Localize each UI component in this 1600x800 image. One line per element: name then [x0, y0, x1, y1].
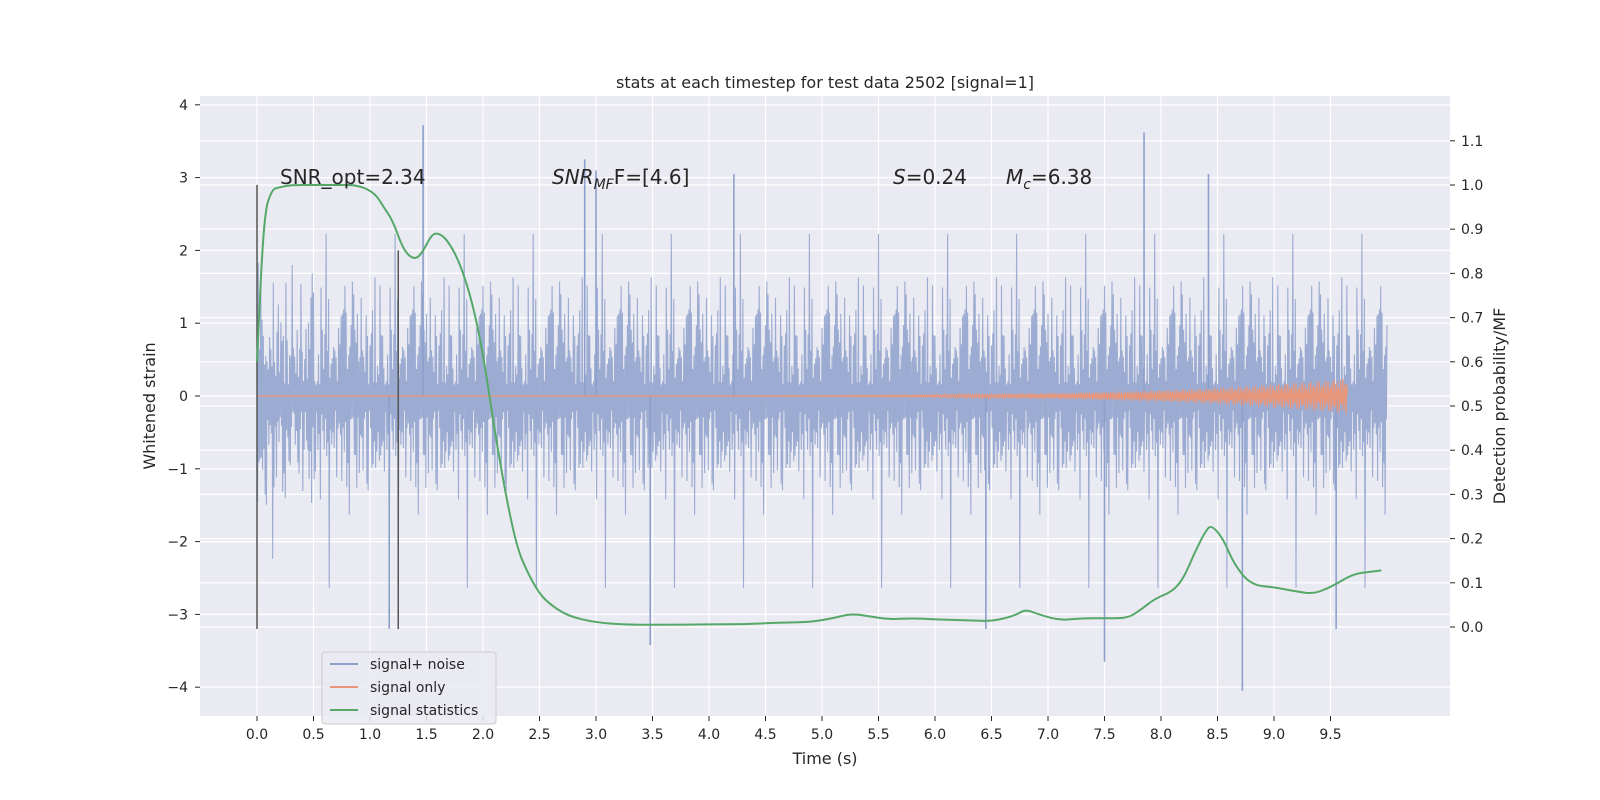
x-tick-label: 2.0 — [472, 727, 494, 743]
annotation-mc-rest: =6.38 — [1031, 165, 1092, 189]
y-right-tick-label: 1.0 — [1461, 178, 1483, 194]
y-left-tick-label: −2 — [167, 535, 188, 551]
x-tick-label: 4.0 — [698, 727, 720, 743]
x-tick-label: 3.5 — [641, 727, 663, 743]
x-tick-label: 3.0 — [585, 727, 607, 743]
x-tick-label: 8.5 — [1206, 727, 1228, 743]
x-tick-label: 5.0 — [811, 727, 833, 743]
x-tick-label: 1.0 — [359, 727, 381, 743]
y-left-tick-label: −3 — [167, 607, 188, 623]
y-right-tick-label: 0.2 — [1461, 532, 1483, 548]
x-tick-label: 6.0 — [924, 727, 946, 743]
vertical-markers — [256, 184, 399, 629]
x-tick-label: 4.5 — [754, 727, 776, 743]
legend-box — [321, 651, 497, 725]
annotation-s: S=0.24 — [893, 165, 967, 189]
y-right-tick-label: 0.1 — [1461, 576, 1483, 592]
y-left-tick-label: 0 — [179, 389, 188, 405]
legend: signal+ noise signal only signal statist… — [321, 651, 497, 725]
y-axis-label-right: Detection probability/MF — [1490, 308, 1509, 505]
x-axis-label: Time (s) — [791, 749, 857, 768]
signal-only-line — [256, 378, 1349, 414]
y-left-tick-label: −1 — [167, 462, 188, 478]
annotation-snr-mf-sub: MF — [594, 177, 615, 193]
x-tick-label: 5.5 — [867, 727, 889, 743]
y-right-tick-label: 0.5 — [1461, 399, 1483, 415]
annotation-mc-italic: M — [1006, 165, 1023, 189]
y-right-tick-label: 0.9 — [1461, 222, 1483, 238]
chart-title: stats at each timestep for test data 250… — [616, 73, 1034, 92]
y-right-tick-label: 0.7 — [1461, 311, 1483, 327]
y-right-tick-label: 0.0 — [1461, 620, 1483, 636]
x-tick-label: 9.0 — [1263, 727, 1285, 743]
y-right-tick-label: 0.6 — [1461, 355, 1483, 371]
signal-only-series — [256, 378, 1349, 414]
x-tick-label: 2.5 — [528, 727, 550, 743]
x-tick-label: 6.5 — [980, 727, 1002, 743]
x-tick-label: 0.5 — [302, 727, 324, 743]
y-right-tick-label: 1.1 — [1461, 134, 1483, 150]
annotation-s-rest: =0.24 — [906, 165, 967, 189]
annotation-snr-mf: SNRMFF=[4.6] — [552, 165, 689, 193]
signal-statistics-line — [256, 184, 1382, 626]
x-tick-label: 7.5 — [1093, 727, 1115, 743]
annotation-mc: Mc=6.38 — [1006, 165, 1092, 193]
annotation-snr-mf-main: SNR — [552, 165, 594, 189]
y-left-tick-label: 1 — [179, 316, 188, 332]
legend-label-signal-noise: signal+ noise — [370, 657, 465, 673]
annotation-mc-sub: c — [1023, 177, 1031, 193]
y-right-tick-label: 0.4 — [1461, 443, 1483, 459]
x-tick-label: 7.0 — [1037, 727, 1059, 743]
y-axis-label-left: Whitened strain — [140, 342, 159, 469]
annotation-s-italic: S — [893, 165, 906, 189]
x-tick-label: 9.5 — [1319, 727, 1341, 743]
x-tick-label: 1.5 — [415, 727, 437, 743]
y-left-tick-label: 4 — [179, 98, 188, 114]
signal-noise-series — [256, 125, 1388, 691]
legend-label-signal-statistics: signal statistics — [370, 703, 478, 719]
legend-label-signal-only: signal only — [370, 680, 445, 696]
y-left-tick-label: 3 — [179, 171, 188, 187]
x-tick-label: 0.0 — [246, 727, 268, 743]
signal-statistics-series — [256, 184, 1382, 626]
y-right-tick-label: 0.8 — [1461, 266, 1483, 282]
tick-labels: 0.0 0.5 1.0 1.5 2.0 2.5 3.0 3.5 4.0 4.5 5.0 5.5 6.0 6… — [167, 98, 1483, 743]
y-right-tick-label: 0.3 — [1461, 487, 1483, 503]
y-left-tick-label: 2 — [179, 243, 188, 259]
annotation-snr-mf-rest: F=[4.6] — [614, 165, 690, 189]
y-left-tick-label: −4 — [167, 680, 188, 696]
annotation-snr-opt: SNR_opt=2.34 — [280, 165, 426, 189]
x-tick-label: 8.0 — [1150, 727, 1172, 743]
signal-noise-line — [256, 234, 1388, 588]
